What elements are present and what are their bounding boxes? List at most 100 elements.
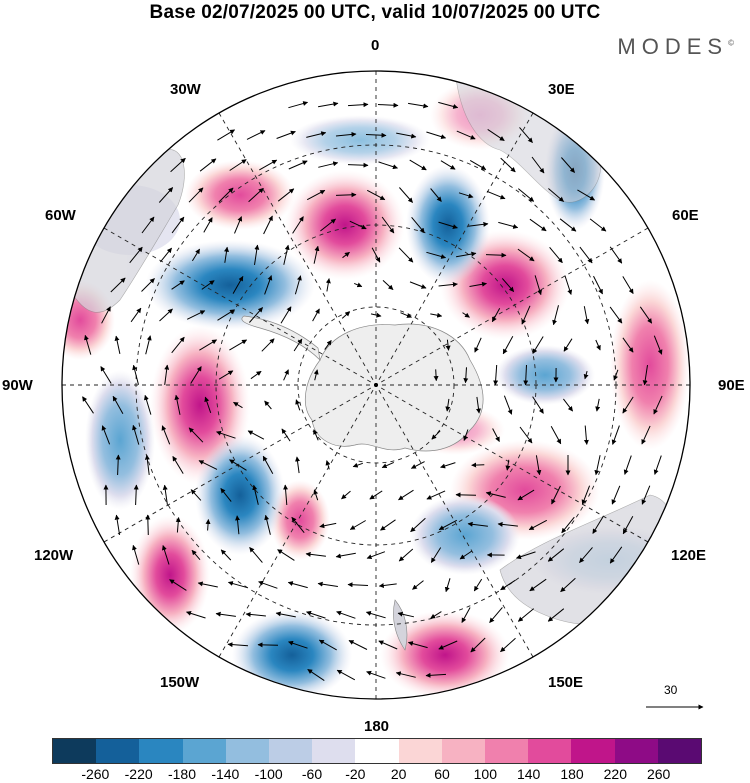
wind-vector	[410, 517, 426, 533]
wind-vector	[641, 425, 651, 445]
wind-vector	[548, 188, 564, 202]
wind-vector	[398, 548, 414, 562]
wind-vector	[491, 308, 501, 323]
wind-vector	[381, 216, 395, 234]
wind-vector	[248, 187, 264, 203]
wind-vector	[438, 640, 458, 650]
wind-vector	[325, 460, 331, 470]
anomaly-field	[62, 71, 690, 699]
wind-vector	[201, 280, 215, 290]
wind-vector	[426, 251, 447, 259]
wind-vector	[583, 370, 589, 380]
wind-vector	[473, 578, 483, 592]
wind-vector	[430, 547, 442, 563]
wind-vector	[281, 428, 291, 442]
wind-vector	[500, 637, 516, 653]
wind-vector	[306, 189, 326, 201]
wind-vector	[583, 306, 590, 325]
wind-vector	[258, 580, 278, 589]
wind-vector	[318, 639, 337, 651]
wind-vector	[516, 551, 536, 560]
wind-vector	[380, 519, 396, 531]
wind-vector	[489, 607, 503, 623]
wind-vector	[199, 158, 217, 172]
wind-vector	[175, 517, 181, 533]
wind-vector	[232, 275, 244, 294]
colorbar-tick-label: 60	[434, 766, 450, 782]
wind-vector	[101, 425, 111, 445]
wind-vector	[288, 101, 309, 109]
wind-vector	[609, 306, 623, 324]
wind-vector	[159, 308, 173, 322]
lon-label-90e: 90E	[718, 377, 745, 394]
wind-vector	[257, 642, 279, 648]
wind-vector	[365, 611, 386, 619]
wind-vector	[593, 275, 603, 295]
wind-vector	[205, 519, 211, 531]
wind-vector	[438, 519, 458, 531]
wind-vector	[366, 551, 386, 560]
wind-vector	[532, 336, 544, 354]
lon-label-60e: 60E	[672, 207, 699, 224]
colorbar-tick-label: -100	[254, 766, 283, 782]
wind-vector	[144, 394, 152, 415]
wind-vector	[229, 159, 247, 171]
wind-vector	[378, 583, 397, 589]
wind-vector	[216, 430, 236, 439]
wind-vector	[354, 282, 363, 288]
wind-vector	[204, 396, 212, 414]
wind-vector	[342, 251, 350, 259]
wind-vector	[370, 312, 382, 318]
lon-label-120e: 120E	[671, 547, 707, 564]
wind-vector	[534, 275, 542, 296]
wind-vector	[476, 396, 481, 414]
antarctic-peninsula	[241, 315, 321, 362]
wind-vector	[318, 101, 339, 108]
vector-scale-label: 30	[664, 683, 678, 697]
wind-vector	[347, 162, 369, 168]
wind-vector	[595, 339, 601, 351]
wind-vector	[114, 514, 121, 535]
wind-vector	[609, 546, 623, 564]
wind-vector	[583, 425, 589, 445]
wind-vector	[283, 369, 289, 381]
wind-vector	[552, 305, 559, 326]
wind-vector	[335, 131, 357, 137]
wind-vector	[215, 611, 236, 617]
wind-vector	[264, 400, 272, 410]
wind-vector	[517, 608, 535, 622]
lon-label-0: 0	[371, 37, 380, 54]
wind-vector	[639, 306, 653, 324]
wind-vector	[101, 306, 111, 324]
wind-vector	[82, 396, 94, 414]
wind-vector	[161, 425, 171, 445]
wind-vector	[653, 455, 662, 475]
positive-anomaly	[380, 610, 510, 699]
wind-vector	[458, 192, 474, 199]
wind-vector	[291, 516, 305, 534]
wind-vector	[84, 334, 92, 355]
negative-anomaly	[290, 115, 430, 165]
wind-vector	[366, 670, 386, 679]
wind-vector	[306, 131, 327, 138]
wind-vectors	[82, 101, 663, 682]
wind-vector	[246, 130, 266, 140]
wind-vector	[141, 216, 155, 234]
wind-vector	[486, 190, 506, 200]
wind-vector	[349, 520, 366, 530]
negative-anomaly	[195, 435, 285, 555]
wind-vector	[324, 339, 332, 350]
wind-vector	[517, 248, 535, 262]
brand-text: MODES	[617, 34, 729, 59]
wind-vector	[519, 426, 533, 444]
wind-vector	[560, 577, 576, 593]
wind-vector	[233, 401, 243, 409]
wind-vector	[438, 221, 458, 229]
positive-anomaly	[610, 280, 690, 450]
colorbar	[52, 738, 702, 764]
wind-vector	[397, 611, 415, 618]
wind-vector	[622, 396, 634, 414]
colorbar-segment	[441, 739, 486, 763]
wind-vector	[622, 337, 634, 353]
wind-vector	[528, 519, 548, 531]
